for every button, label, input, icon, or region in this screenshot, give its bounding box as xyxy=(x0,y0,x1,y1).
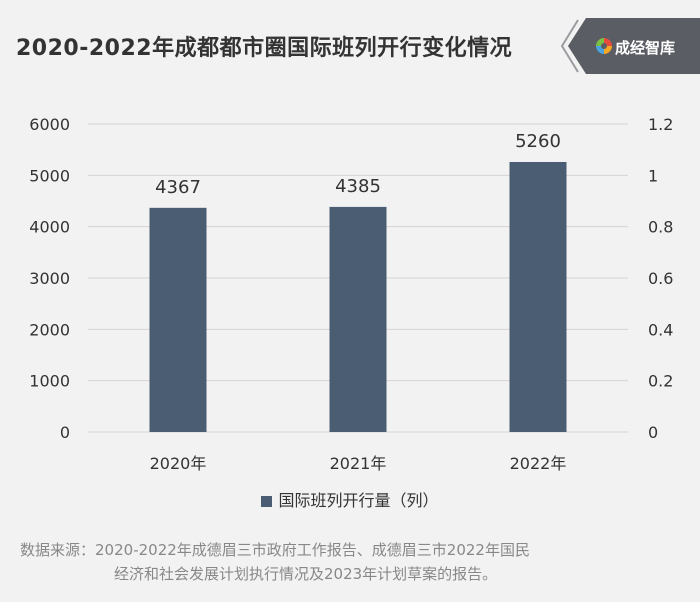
y2-tick-label: 0.4 xyxy=(648,320,673,339)
y-tick-label: 2000 xyxy=(29,320,70,339)
y2-tick-label: 0.2 xyxy=(648,372,673,391)
y2-tick-label: 0 xyxy=(648,423,658,442)
data-labels: 4367 4385 5260 xyxy=(155,131,561,198)
y-tick-label: 6000 xyxy=(29,115,70,134)
y2-tick-label: 0.8 xyxy=(648,218,673,237)
x-tick-label: 2020年 xyxy=(150,454,207,473)
legend: 国际班列开行量（列） xyxy=(0,487,700,511)
y-tick-label: 3000 xyxy=(29,269,70,288)
y-tick-label: 4000 xyxy=(29,218,70,237)
y-tick-label: 1000 xyxy=(29,372,70,391)
legend-label: 国际班列开行量（列） xyxy=(278,491,439,510)
brand-logo-icon xyxy=(596,38,612,54)
source-note: 数据来源：2020-2022年成德眉三市政府工作报告、成德眉三市2022年国民 … xyxy=(20,538,680,586)
bars xyxy=(149,161,567,432)
bar xyxy=(509,161,567,432)
y2-tick-label: 1.2 xyxy=(648,115,673,134)
y2-tick-label: 1 xyxy=(648,166,658,185)
brand-badge: 成经智库 xyxy=(560,16,700,76)
legend-swatch xyxy=(261,496,273,507)
source-label: 数据来源： xyxy=(20,541,96,559)
brand-badge-background xyxy=(560,18,700,74)
bar xyxy=(149,207,207,432)
bar-value-label: 4385 xyxy=(335,176,381,197)
x-tick-label: 2022年 xyxy=(510,454,567,473)
bar-chart: 0 1000 2000 3000 4000 5000 6000 0 0.2 0.4 0.6 0.8 1 1… xyxy=(29,115,673,473)
y-tick-label: 0 xyxy=(60,423,70,442)
bar-value-label: 5260 xyxy=(515,131,561,152)
bar xyxy=(329,206,387,432)
brand-name: 成经智库 xyxy=(615,39,676,57)
bar-value-label: 4367 xyxy=(155,177,201,198)
axes: 0 1000 2000 3000 4000 5000 6000 0 0.2 0.4 0.6 0.8 1 1… xyxy=(29,115,673,473)
y2-tick-label: 0.6 xyxy=(648,269,673,288)
y-tick-label: 5000 xyxy=(29,166,70,185)
source-line-2: 经济和社会发展计划执行情况及2023年计划草案的报告。 xyxy=(114,565,498,583)
chart-title: 2020-2022年成都都市圈国际班列开行变化情况 xyxy=(16,36,513,61)
x-tick-label: 2021年 xyxy=(330,454,387,473)
source-line-1: 2020-2022年成德眉三市政府工作报告、成德眉三市2022年国民 xyxy=(95,541,530,559)
